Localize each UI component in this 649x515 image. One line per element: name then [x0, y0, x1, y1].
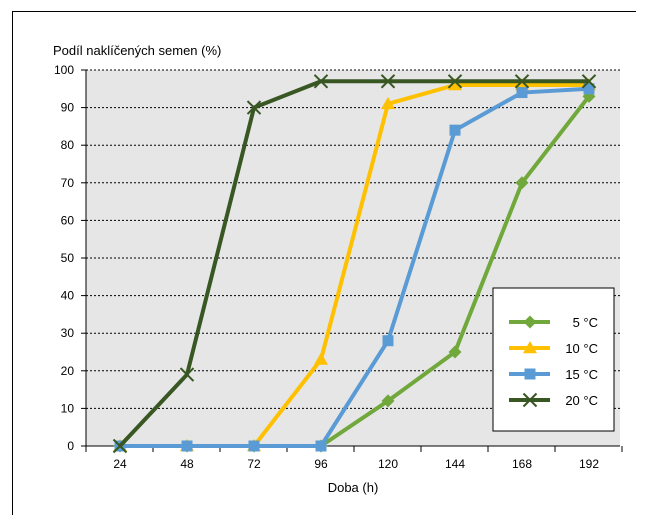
legend-label: 20 °C — [565, 393, 598, 408]
data-point — [581, 74, 597, 89]
y-tick-label: 70 — [61, 176, 75, 190]
legend-label: 10 °C — [565, 341, 598, 356]
data-point — [382, 335, 394, 347]
data-point — [315, 440, 327, 452]
x-tick-label: 48 — [180, 457, 194, 471]
data-point — [583, 83, 595, 95]
legend-swatch-marker — [524, 368, 536, 380]
marker-stroke — [514, 74, 530, 89]
legend-label: 5 °C — [573, 315, 598, 330]
data-point — [112, 438, 128, 454]
series-3 — [112, 74, 597, 454]
data-point — [381, 96, 395, 110]
y-tick-label: 40 — [61, 289, 75, 303]
legend-entry: 5 °C — [509, 315, 598, 330]
y-tick-label: 60 — [61, 213, 75, 227]
data-point — [516, 87, 528, 99]
x-tick-label: 120 — [378, 457, 398, 471]
legend-entry: 10 °C — [509, 341, 598, 356]
data-point — [514, 74, 530, 89]
data-point — [448, 345, 462, 359]
y-axis-title: Podíl naklíčených semen (%) — [53, 43, 221, 58]
data-point — [380, 74, 396, 89]
x-tick-labels: 24 48 72 96 120 144 168 192 — [113, 457, 599, 471]
data-point — [181, 440, 193, 452]
y-tick-label: 100 — [54, 63, 74, 77]
x-tick-label: 96 — [314, 457, 328, 471]
legend-swatch-marker — [523, 315, 537, 329]
data-point — [381, 394, 395, 408]
legend: 5 °C 10 °C 15 °C 20 °C — [492, 287, 615, 432]
series-group — [112, 74, 597, 454]
legend-swatch-marker — [523, 341, 537, 354]
marker-stroke — [112, 438, 128, 454]
series-line — [120, 86, 590, 448]
marker-stroke — [179, 367, 195, 382]
data-point — [515, 176, 529, 190]
y-tick-label: 20 — [61, 364, 75, 378]
data-point — [314, 352, 328, 365]
legend-entry: 15 °C — [509, 367, 598, 382]
x-tick-label: 168 — [512, 457, 532, 471]
y-tick-label: 0 — [67, 439, 74, 453]
x-tick-label: 144 — [445, 457, 465, 471]
x-tick-label: 24 — [113, 457, 127, 471]
x-tick-label: 72 — [247, 457, 261, 471]
y-tick-label: 10 — [61, 401, 75, 415]
y-tick-label: 30 — [61, 326, 75, 340]
data-point — [447, 74, 463, 89]
legend-entry: 20 °C — [509, 392, 598, 408]
data-point — [246, 100, 262, 115]
data-point — [248, 440, 260, 452]
marker-stroke — [313, 74, 329, 89]
marker-stroke — [522, 392, 538, 408]
data-point — [313, 74, 329, 89]
figure-frame-left — [12, 11, 13, 515]
data-point — [449, 124, 461, 136]
legend-swatch-marker — [522, 392, 538, 408]
data-point — [179, 367, 195, 382]
y-tick-labels: 0 10 20 30 40 50 60 70 80 90 100 — [54, 63, 74, 453]
x-axis-title: Doba (h) — [328, 480, 379, 495]
marker-stroke — [447, 74, 463, 89]
legend-label: 15 °C — [565, 367, 598, 382]
y-tick-label: 80 — [61, 138, 75, 152]
marker-stroke — [380, 74, 396, 89]
series-line — [118, 79, 589, 448]
y-tick-label: 90 — [61, 101, 75, 115]
data-point — [448, 78, 462, 91]
legend-box — [492, 287, 615, 432]
marker-stroke — [246, 100, 262, 115]
x-tick-label: 192 — [579, 457, 599, 471]
figure-frame-top — [12, 11, 636, 12]
y-tick-label: 50 — [61, 251, 75, 265]
marker-stroke — [581, 74, 597, 89]
